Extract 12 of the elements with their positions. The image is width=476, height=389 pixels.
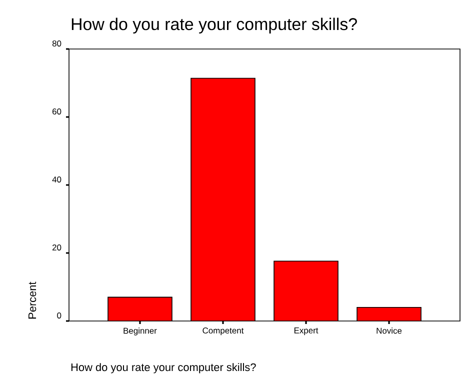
x-tick-label: Expert	[294, 328, 318, 336]
y-tick-label: 20	[52, 244, 62, 250]
x-axis-title: How do you rate your computer skills?	[71, 363, 256, 374]
x-tick-label: Novice	[376, 328, 402, 334]
y-tick-label: 0	[57, 312, 62, 318]
y-tick-label: 40	[52, 176, 62, 182]
x-tick-label: Beginner	[124, 328, 157, 336]
y-tick-label: 60	[52, 108, 62, 114]
y-axis-title: Percent	[28, 282, 36, 319]
x-tick-label: Competent	[202, 328, 244, 336]
chart-title: How do you rate your computer skills?	[72, 18, 357, 34]
y-tick-label: 80	[52, 40, 62, 46]
